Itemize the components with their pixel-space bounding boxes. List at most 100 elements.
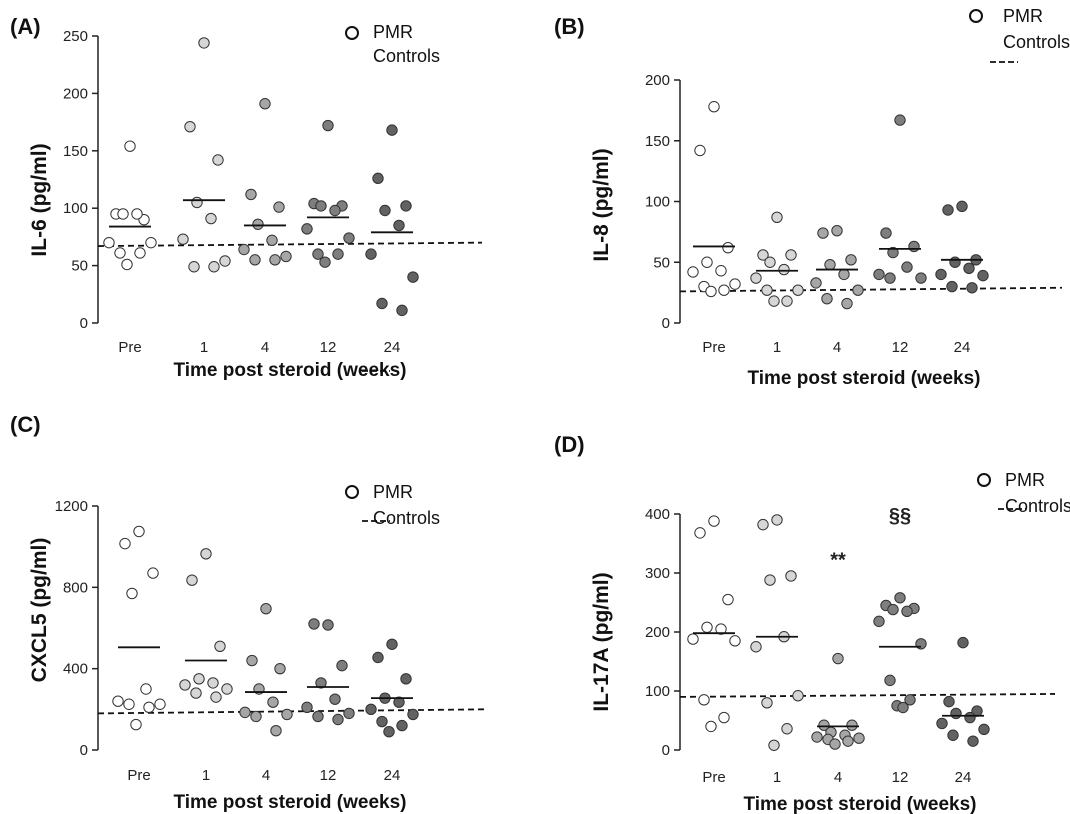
data-point xyxy=(154,698,166,710)
data-point xyxy=(379,204,391,217)
data-point xyxy=(817,227,829,239)
x-tick-label: 24 xyxy=(954,339,971,356)
data-point xyxy=(915,272,927,284)
data-point xyxy=(967,735,979,747)
data-point xyxy=(267,696,279,708)
panel-2: (C) 0 400 800 1200 Pre 1 4 12 24 Time post steroid… xyxy=(10,412,485,813)
data-point xyxy=(764,574,776,586)
data-point xyxy=(841,297,853,310)
data-point xyxy=(126,587,138,600)
x-tick-label: Pre xyxy=(702,769,725,786)
data-point xyxy=(764,256,776,268)
x-axis-title: Time post steroid (weeks) xyxy=(174,792,407,813)
legend-marker xyxy=(345,26,359,40)
x-axis-title: Time post steroid (weeks) xyxy=(744,794,977,814)
data-point xyxy=(386,638,398,650)
data-point xyxy=(778,263,790,276)
data-point xyxy=(957,636,969,649)
data-point xyxy=(824,258,836,271)
significance-annotation: ** xyxy=(830,549,846,571)
data-point xyxy=(207,677,219,689)
legend-label-pmr: PMR xyxy=(373,482,413,502)
data-point xyxy=(383,726,395,738)
legend-label-pmr: PMR xyxy=(1003,6,1043,26)
data-point xyxy=(729,278,741,290)
data-point xyxy=(191,196,203,209)
data-point xyxy=(221,683,233,695)
data-point xyxy=(114,247,126,259)
legend-label-pmr: PMR xyxy=(373,22,413,42)
data-point xyxy=(210,691,222,703)
data-point xyxy=(901,261,913,273)
y-tick-label: 150 xyxy=(645,133,670,150)
data-point xyxy=(687,266,699,278)
data-point xyxy=(179,679,191,691)
legend-label-pmr: PMR xyxy=(1005,470,1045,490)
data-point xyxy=(785,249,797,261)
data-point xyxy=(252,218,264,230)
data-point xyxy=(270,724,282,737)
significance-annotation: §§ xyxy=(889,505,911,527)
data-point xyxy=(329,693,341,705)
x-tick-label: 24 xyxy=(384,767,401,784)
data-point xyxy=(312,248,324,260)
y-tick-label: 200 xyxy=(645,624,670,641)
data-point xyxy=(322,619,334,631)
x-tick-label: 4 xyxy=(262,767,270,784)
data-point xyxy=(269,254,281,266)
panel-label: (C) xyxy=(10,412,41,437)
data-point xyxy=(873,615,885,628)
data-point xyxy=(274,662,286,675)
x-tick-label: 24 xyxy=(384,339,401,356)
x-tick-label: Pre xyxy=(118,339,141,356)
y-tick-label: 100 xyxy=(645,683,670,700)
data-point xyxy=(792,690,804,702)
data-point xyxy=(698,694,710,706)
y-tick-label: 800 xyxy=(63,579,88,596)
data-point xyxy=(238,243,250,256)
data-point xyxy=(219,255,231,267)
legend-label-controls: Controls xyxy=(373,508,440,528)
data-point xyxy=(687,633,699,645)
y-axis-title: CXCL5 (pg/ml) xyxy=(28,538,51,683)
data-point xyxy=(131,208,143,220)
data-point xyxy=(750,272,762,284)
data-point xyxy=(901,605,913,618)
data-point xyxy=(322,119,334,132)
data-point xyxy=(246,654,258,667)
data-point xyxy=(376,715,388,728)
data-point xyxy=(757,249,769,261)
x-tick-label: 12 xyxy=(892,339,909,356)
data-point xyxy=(259,98,271,110)
data-point xyxy=(715,623,727,635)
panel-label: (B) xyxy=(554,14,585,39)
data-point xyxy=(949,256,961,268)
data-point xyxy=(829,738,841,750)
data-point xyxy=(785,570,797,582)
data-point xyxy=(832,652,844,665)
x-tick-label: 12 xyxy=(320,339,337,356)
x-tick-label: 1 xyxy=(773,339,781,356)
data-point xyxy=(193,673,205,685)
data-point xyxy=(329,204,341,217)
data-point xyxy=(705,285,717,298)
data-point xyxy=(123,698,135,710)
data-point xyxy=(266,234,278,247)
data-point xyxy=(718,711,730,724)
x-tick-label: 12 xyxy=(320,767,337,784)
data-point xyxy=(301,701,313,713)
x-tick-label: 4 xyxy=(834,769,842,786)
legend-label-controls: Controls xyxy=(373,46,440,66)
x-tick-label: 1 xyxy=(773,769,781,786)
data-point xyxy=(718,284,730,296)
data-point xyxy=(407,708,419,721)
data-point xyxy=(205,212,217,225)
y-tick-label: 400 xyxy=(63,661,88,678)
data-point xyxy=(729,635,741,647)
data-point xyxy=(400,200,412,212)
data-point xyxy=(365,248,377,260)
y-tick-label: 250 xyxy=(63,28,88,45)
data-point xyxy=(771,514,783,526)
data-point xyxy=(393,696,405,708)
data-point xyxy=(792,284,804,296)
